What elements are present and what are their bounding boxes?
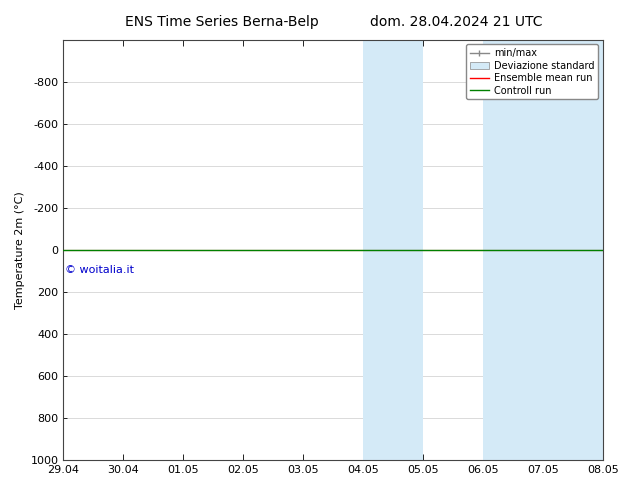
Bar (483, 40, 603, 460)
Legend: min/max, Deviazione standard, Ensemble mean run, Controll run: min/max, Deviazione standard, Ensemble m… (466, 45, 598, 99)
Text: © woitalia.it: © woitalia.it (65, 265, 134, 274)
Bar (363, 40, 424, 460)
Text: ENS Time Series Berna-Belp: ENS Time Series Berna-Belp (125, 15, 319, 29)
Text: dom. 28.04.2024 21 UTC: dom. 28.04.2024 21 UTC (370, 15, 543, 29)
Y-axis label: Temperature 2m (°C): Temperature 2m (°C) (15, 191, 25, 309)
